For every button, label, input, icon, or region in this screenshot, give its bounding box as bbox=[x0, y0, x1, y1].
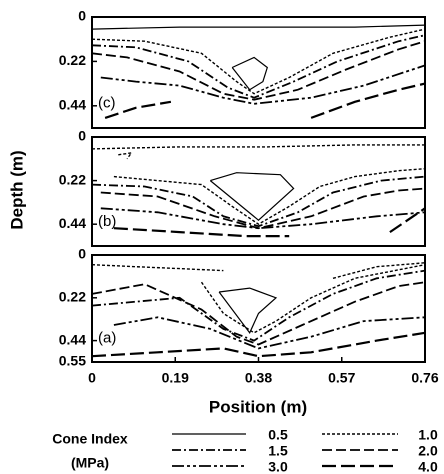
y-tick-label: 0.22 bbox=[59, 171, 86, 187]
contour-line bbox=[91, 34, 426, 99]
y-tick-label: 0 bbox=[78, 8, 86, 24]
legend-title: Cone Index bbox=[52, 431, 128, 447]
legend-label: 4.0 bbox=[418, 459, 438, 474]
x-tick-label: 0 bbox=[88, 370, 96, 386]
contour-line bbox=[389, 207, 426, 234]
x-tick-label: 0.19 bbox=[162, 370, 189, 386]
plot-frame bbox=[91, 254, 426, 363]
contour-line bbox=[100, 207, 426, 230]
contour-line bbox=[91, 28, 426, 95]
contour-line bbox=[332, 262, 426, 279]
contour-line bbox=[310, 82, 426, 119]
legend-subtitle: (MPa) bbox=[71, 455, 109, 471]
legend-label: 1.0 bbox=[418, 427, 438, 443]
y-tick-label: 0.22 bbox=[59, 289, 86, 305]
plot-frame bbox=[91, 16, 426, 129]
panel-label: (a) bbox=[98, 329, 116, 346]
contour-line bbox=[100, 187, 426, 230]
contour-line bbox=[104, 100, 172, 119]
panel-label: (c) bbox=[98, 95, 116, 112]
contour-line bbox=[91, 144, 425, 150]
contour-line bbox=[118, 151, 133, 160]
contour-line bbox=[91, 264, 224, 272]
y-axis-label: Depth (m) bbox=[7, 150, 26, 229]
panel-label: (b) bbox=[98, 213, 116, 230]
y-tick-label: 0.44 bbox=[59, 331, 86, 347]
contour-line bbox=[113, 316, 426, 350]
x-tick-label: 0.57 bbox=[328, 370, 355, 386]
contour-line bbox=[91, 281, 426, 346]
contour-line bbox=[231, 56, 268, 91]
contour-line bbox=[91, 40, 426, 101]
y-tick-label: 0 bbox=[78, 246, 86, 262]
plot-frame bbox=[91, 136, 426, 247]
y-tick-label: 0.44 bbox=[59, 97, 86, 113]
x-tick-label: 0.38 bbox=[245, 370, 272, 386]
contour-line bbox=[209, 172, 295, 221]
contour-line bbox=[91, 24, 426, 30]
x-axis-label: Position (m) bbox=[209, 397, 307, 416]
legend-label: 1.5 bbox=[268, 443, 288, 459]
y-tick-label: 0.22 bbox=[59, 52, 86, 68]
legend-label: 0.5 bbox=[268, 427, 288, 443]
contour-line bbox=[91, 331, 426, 358]
contour-line bbox=[218, 287, 278, 334]
y-tick-label: 0.55 bbox=[59, 353, 86, 369]
contour-line bbox=[200, 264, 426, 334]
legend-label: 3.0 bbox=[268, 459, 288, 474]
y-tick-label: 0.44 bbox=[59, 215, 86, 231]
contour-line bbox=[113, 227, 290, 238]
y-tick-label: 0 bbox=[78, 128, 86, 144]
x-tick-label: 0.76 bbox=[411, 370, 438, 386]
legend-label: 2.0 bbox=[418, 443, 438, 459]
contour-line bbox=[91, 269, 426, 342]
contour-line bbox=[91, 175, 426, 228]
contour-line bbox=[113, 168, 426, 226]
contour-line bbox=[100, 64, 426, 105]
